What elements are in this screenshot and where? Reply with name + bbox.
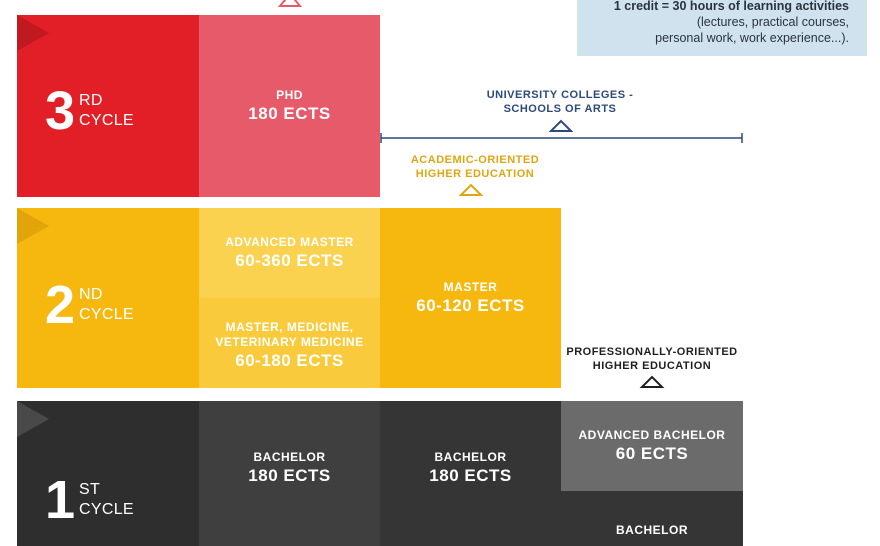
professionally-oriented-triangle-icon bbox=[639, 375, 665, 388]
first-cycle-suffix: ST bbox=[79, 481, 101, 498]
second-cycle-block bbox=[17, 208, 199, 388]
bachelor-university-ects: 180 ECTS bbox=[248, 465, 331, 485]
top-triangle-marker bbox=[277, 0, 303, 7]
bachelor-university-block: BACHELOR 180 ECTS bbox=[199, 401, 380, 546]
second-cycle-word: CYCLE bbox=[79, 306, 134, 323]
third-cycle-number: 3 bbox=[45, 81, 76, 141]
bachelor-university-name: BACHELOR bbox=[253, 449, 326, 464]
master-medicine-block: MASTER, MEDICINE, VETERINARY MEDICINE 60… bbox=[199, 298, 380, 388]
first-cycle-number: 1 bbox=[45, 470, 76, 530]
phd-block: PHD 180 ECTS bbox=[199, 15, 380, 197]
second-cycle-label: 2 ND CYCLE bbox=[45, 278, 134, 332]
first-cycle-label: 1 ST CYCLE bbox=[45, 473, 134, 527]
advanced-master-block: ADVANCED MASTER 60-360 ECTS bbox=[199, 208, 380, 298]
master-medicine-ects: 60-180 ECTS bbox=[235, 350, 344, 370]
bachelor-professional-name: BACHELOR bbox=[616, 523, 688, 537]
third-cycle-flag-icon bbox=[17, 15, 49, 51]
master-medicine-name-line2: VETERINARY MEDICINE bbox=[215, 334, 364, 349]
phd-ects: 180 ECTS bbox=[248, 104, 331, 123]
bachelor-professional-block: BACHELOR bbox=[561, 491, 743, 546]
master-block: MASTER 60-120 ECTS bbox=[380, 208, 561, 388]
third-cycle-word: CYCLE bbox=[79, 112, 134, 129]
credit-info-box: 1 credit = 30 hours of learning activiti… bbox=[577, 0, 867, 56]
first-cycle-block bbox=[17, 401, 199, 546]
academic-oriented-triangle-icon bbox=[458, 183, 484, 196]
phd-name: PHD bbox=[276, 88, 303, 102]
university-colleges-caption: UNIVERSITY COLLEGES - SCHOOLS OF ARTS bbox=[486, 89, 634, 115]
bachelor-colleges-block: BACHELOR 180 ECTS bbox=[380, 401, 561, 546]
bachelor-colleges-ects: 180 ECTS bbox=[429, 465, 512, 485]
master-ects: 60-120 ECTS bbox=[416, 296, 525, 315]
credit-definition: 1 credit = 30 hours of learning activiti… bbox=[613, 0, 849, 13]
master-name: MASTER bbox=[443, 280, 498, 294]
university-colleges-bracket bbox=[380, 133, 743, 143]
third-cycle-suffix: RD bbox=[79, 92, 103, 109]
credit-detail-line2: personal work, work experience...). bbox=[655, 31, 849, 45]
first-cycle-word: CYCLE bbox=[79, 501, 134, 518]
credit-detail-line1: (lectures, practical courses, bbox=[696, 15, 849, 29]
second-cycle-number: 2 bbox=[45, 275, 76, 335]
advanced-bachelor-name: ADVANCED BACHELOR bbox=[578, 428, 726, 442]
advanced-bachelor-block: ADVANCED BACHELOR 60 ECTS bbox=[561, 401, 743, 491]
advanced-bachelor-ects: 60 ECTS bbox=[615, 444, 689, 463]
university-colleges-triangle-icon bbox=[548, 119, 574, 132]
master-medicine-name-line1: MASTER, MEDICINE, bbox=[225, 319, 354, 334]
second-cycle-suffix: ND bbox=[79, 286, 103, 303]
first-cycle-flag-icon bbox=[17, 401, 49, 437]
bachelor-colleges-name: BACHELOR bbox=[434, 449, 507, 464]
third-cycle-label: 3 RD CYCLE bbox=[45, 84, 134, 138]
professionally-oriented-caption: PROFESSIONALLY-ORIENTED HIGHER EDUCATION bbox=[566, 346, 738, 372]
second-cycle-flag-icon bbox=[17, 208, 49, 244]
third-cycle-block bbox=[17, 15, 199, 197]
advanced-master-ects: 60-360 ECTS bbox=[235, 251, 344, 270]
academic-oriented-caption: ACADEMIC-ORIENTED HIGHER EDUCATION bbox=[410, 154, 540, 180]
advanced-master-name: ADVANCED MASTER bbox=[225, 235, 354, 249]
